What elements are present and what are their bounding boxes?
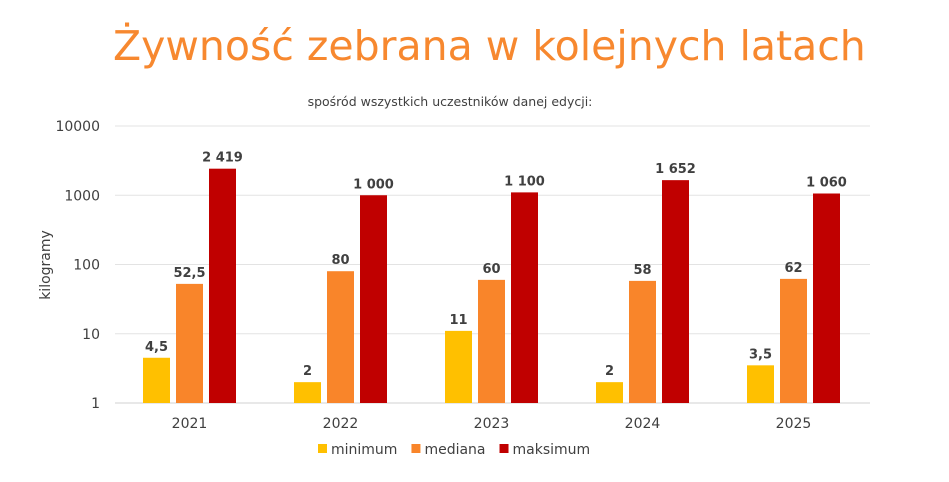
legend-swatch-minimum [318,444,327,453]
x-tick-label: 2024 [625,416,661,432]
data-label: 1 652 [655,162,696,177]
data-label: 11 [449,313,467,328]
data-label: 2 [605,364,614,379]
y-tick-label: 1 [91,396,100,412]
x-tick-label: 2025 [776,416,812,432]
bar-minimum [143,357,170,403]
data-label: 2 [303,364,312,379]
bar-maksimum [209,168,236,403]
bar-mediana [629,280,656,403]
data-label: 1 060 [806,175,847,190]
x-tick-label: 2023 [474,416,510,432]
data-label: 58 [633,263,651,278]
legend-swatch-maksimum [499,444,509,453]
data-label: 52,5 [173,266,205,281]
data-label: 62 [784,261,802,276]
bar-maksimum [662,180,689,403]
data-label: 1 100 [504,174,545,189]
x-tick-label: 2022 [323,416,359,432]
bar-mediana [176,283,203,403]
bar-minimum [445,330,472,403]
chart-title: Żywność zebrana w kolejnych latach [113,22,866,70]
bar-maksimum [813,193,840,403]
y-tick-label: 10 [82,327,100,343]
bar-mediana [780,278,807,403]
data-label: 4,5 [145,340,168,355]
legend-swatch-mediana [411,444,421,453]
data-label: 1 000 [353,177,394,192]
bar-maksimum [511,192,538,403]
y-tick-label: 10000 [55,119,100,135]
data-label: 60 [482,262,500,277]
bar-mediana [478,279,505,403]
bar-maksimum [360,195,387,403]
x-tick-label: 2021 [172,416,208,432]
bar-mediana [327,271,354,403]
y-tick-label: 1000 [64,188,100,204]
legend-label: mediana [424,442,485,458]
y-tick-label: 100 [73,258,100,274]
data-label: 3,5 [749,347,772,362]
legend-label: maksimum [513,442,591,458]
bar-minimum [596,382,623,403]
legend-label: minimum [331,442,397,458]
data-label: 2 419 [202,151,243,166]
bar-minimum [747,365,774,403]
data-label: 80 [331,253,349,268]
chart-subtitle: spośród wszystkich uczestników danej edy… [308,94,593,109]
y-axis-label: kilogramy [38,230,54,300]
bar-minimum [294,382,321,403]
